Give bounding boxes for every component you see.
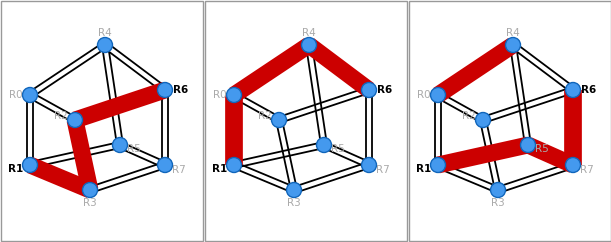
Circle shape	[362, 83, 376, 98]
Text: R0: R0	[9, 90, 23, 100]
Text: R4: R4	[506, 28, 520, 38]
Text: R6: R6	[174, 85, 189, 95]
Text: R7: R7	[172, 165, 186, 175]
Text: R7: R7	[580, 165, 594, 175]
Circle shape	[158, 158, 172, 173]
Text: R3: R3	[287, 198, 301, 208]
Circle shape	[475, 113, 491, 128]
Text: R3: R3	[491, 198, 505, 208]
Circle shape	[98, 38, 112, 53]
Text: R2: R2	[258, 111, 272, 121]
Circle shape	[287, 182, 301, 197]
Text: R5: R5	[331, 144, 345, 154]
Text: R6: R6	[582, 85, 596, 95]
Circle shape	[521, 137, 535, 152]
Text: R5: R5	[127, 144, 141, 154]
Circle shape	[491, 182, 505, 197]
Text: R1: R1	[213, 164, 228, 174]
Text: R3: R3	[83, 198, 97, 208]
Circle shape	[82, 182, 98, 197]
Circle shape	[227, 158, 241, 173]
Circle shape	[505, 38, 521, 53]
Circle shape	[566, 83, 580, 98]
Bar	[409, 1, 611, 241]
Circle shape	[158, 83, 172, 98]
Circle shape	[566, 158, 580, 173]
Circle shape	[23, 158, 37, 173]
Circle shape	[301, 38, 316, 53]
Text: R2: R2	[462, 111, 476, 121]
Bar	[1, 1, 203, 241]
Circle shape	[431, 88, 445, 103]
Text: R4: R4	[98, 28, 112, 38]
Text: R0: R0	[213, 90, 227, 100]
Text: R2: R2	[54, 111, 68, 121]
Circle shape	[227, 88, 241, 103]
Circle shape	[271, 113, 287, 128]
Circle shape	[67, 113, 82, 128]
Text: R5: R5	[535, 144, 549, 154]
Text: R6: R6	[378, 85, 393, 95]
Circle shape	[362, 158, 376, 173]
Circle shape	[23, 88, 37, 103]
Text: R4: R4	[302, 28, 316, 38]
Text: R1: R1	[9, 164, 24, 174]
Text: R0: R0	[417, 90, 431, 100]
Text: R1: R1	[416, 164, 431, 174]
Bar	[205, 1, 407, 241]
Circle shape	[316, 137, 332, 152]
Circle shape	[431, 158, 445, 173]
Circle shape	[112, 137, 128, 152]
Text: R7: R7	[376, 165, 390, 175]
